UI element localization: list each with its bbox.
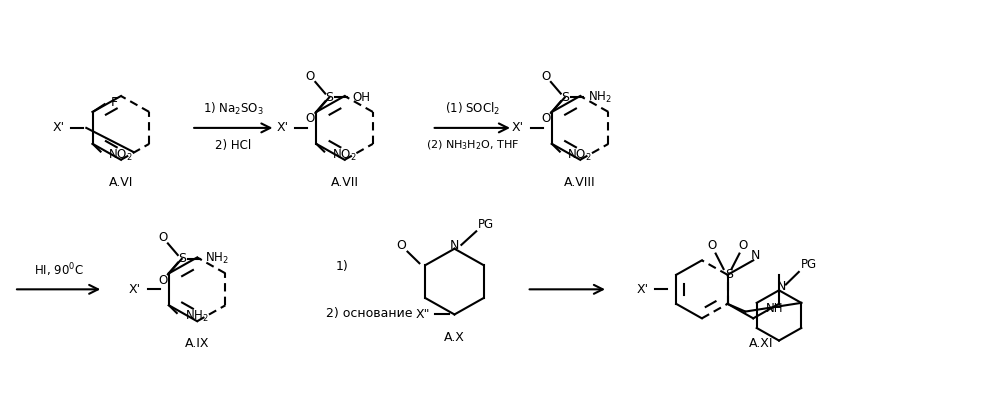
Text: F: F [111, 96, 118, 109]
Text: NH$_2$: NH$_2$ [206, 251, 230, 267]
Text: NO$_2$: NO$_2$ [567, 148, 592, 163]
Text: N: N [750, 249, 759, 262]
Text: NH$_2$: NH$_2$ [185, 309, 209, 324]
Text: NO$_2$: NO$_2$ [331, 148, 356, 163]
Text: A.XI: A.XI [749, 337, 773, 350]
Text: NH: NH [766, 302, 783, 315]
Text: X': X' [53, 121, 65, 134]
Text: N: N [776, 280, 785, 293]
Text: N: N [450, 239, 459, 252]
Text: A.X: A.X [444, 331, 465, 344]
Text: 1) Na$_2$SO$_3$: 1) Na$_2$SO$_3$ [203, 100, 263, 117]
Text: NO$_2$: NO$_2$ [108, 148, 133, 163]
Text: X': X' [276, 121, 288, 134]
Text: 2) HCl: 2) HCl [216, 139, 251, 152]
Text: NH$_2$: NH$_2$ [589, 90, 612, 105]
Text: S: S [325, 91, 333, 104]
Text: O: O [541, 70, 551, 83]
Text: (2) NH$_3$H$_2$O, THF: (2) NH$_3$H$_2$O, THF [425, 139, 519, 152]
Text: S: S [561, 91, 569, 104]
Text: O: O [159, 274, 168, 287]
Text: O: O [305, 112, 315, 125]
Text: A.VIII: A.VIII [564, 175, 596, 188]
Text: (1) SOCl$_2$: (1) SOCl$_2$ [445, 100, 500, 117]
Text: O: O [305, 70, 315, 83]
Text: PG: PG [478, 218, 494, 231]
Text: X': X' [637, 283, 649, 296]
Text: O: O [159, 231, 168, 244]
Text: O: O [541, 112, 551, 125]
Text: 1): 1) [335, 260, 348, 273]
Text: PG: PG [800, 258, 816, 271]
Text: X': X' [512, 121, 524, 134]
Text: A.VII: A.VII [330, 175, 358, 188]
Text: S: S [726, 268, 734, 281]
Text: O: O [396, 239, 406, 252]
Text: A.VI: A.VI [109, 175, 133, 188]
Text: OH: OH [353, 91, 371, 104]
Text: X': X' [129, 283, 141, 296]
Text: 2) основание: 2) основание [325, 307, 412, 320]
Text: S: S [178, 252, 186, 265]
Text: HI, 90$^0$C: HI, 90$^0$C [34, 261, 84, 279]
Text: X": X" [415, 308, 430, 321]
Text: A.IX: A.IX [185, 337, 210, 350]
Text: O: O [707, 239, 717, 252]
Text: O: O [739, 239, 748, 252]
